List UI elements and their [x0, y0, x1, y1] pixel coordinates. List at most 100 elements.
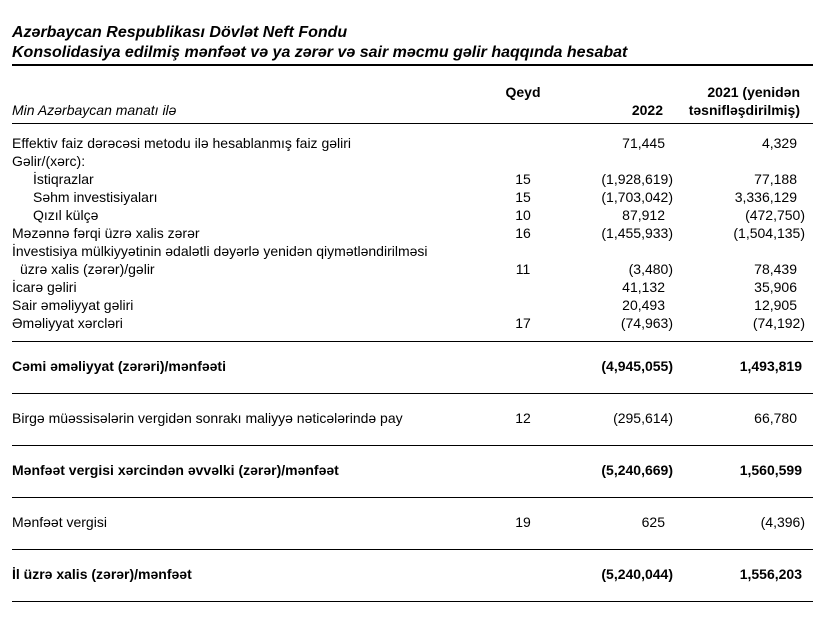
column-header-2021-line1: 2021 (yenidən — [707, 84, 800, 100]
header-divider-line — [12, 123, 813, 124]
table-row: Effektiv faiz dərəcəsi metodu ilə hesabl… — [12, 134, 813, 152]
row-label-line1: Cəmi əməliyyat (zərəri)/mənfəəti — [12, 358, 226, 374]
table-row: İstiqrazlar 15 (1,928,619) 77,188 — [12, 170, 813, 188]
document-title-line1: Azərbaycan Respublikası Dövlət Neft Fond… — [12, 24, 348, 41]
row-value-2022: (1,703,042) — [601, 189, 673, 205]
row-value-2022: (1,928,619) — [601, 171, 673, 187]
row-label-line1: İl üzrə xalis (zərər)/mənfəət — [12, 566, 192, 582]
table-row: Gəlir/(xərc): — [12, 152, 813, 170]
table-row: Səhm investisiyaları 15 (1,703,042) 3,336,1… — [12, 188, 813, 206]
row-label-line1: Gəlir/(xərc): — [12, 153, 86, 169]
row-label: Əməliyyat xərcləri — [12, 314, 503, 332]
document-title-line2: Konsolidasiya edilmiş mənfəət və ya zərə… — [12, 44, 628, 61]
row-value-2022: (4,945,055) — [601, 358, 673, 374]
column-header-2021: 2021 (yenidən təsnifləşdirilmiş) — [673, 83, 813, 119]
row-note: 10 — [515, 207, 531, 223]
row-label-line1: Sair əməliyyat gəliri — [12, 297, 134, 313]
table-row: İcarə gəliri 41,132 35,906 — [12, 278, 813, 296]
row-value-2021: 3,336,129 — [734, 189, 797, 205]
row-note: 17 — [515, 315, 531, 331]
row-label: Effektiv faiz dərəcəsi metodu ilə hesabl… — [12, 134, 503, 152]
row-label: Səhm investisiyaları — [12, 188, 503, 206]
row-value-2021: (1,504,135) — [733, 225, 805, 241]
table-row: Sair əməliyyat gəliri 20,493 12,905 — [12, 296, 813, 314]
row-label: Birgə müəssisələrin vergidən sonrakı mal… — [12, 409, 503, 427]
table-row: Mənfəət vergisi 19 625 (4,396) — [12, 498, 813, 549]
table-row: İnvestisiya mülkiyyətinin ədalətli dəyər… — [12, 242, 813, 278]
row-value-2022: 71,445 — [622, 135, 665, 151]
table-row: Qızıl külçə 10 87,912 (472,750) — [12, 206, 813, 224]
row-value-2022: (5,240,669) — [601, 462, 673, 478]
row-note — [503, 278, 543, 296]
divider-line — [12, 497, 813, 498]
row-label-line1: Effektiv faiz dərəcəsi metodu ilə hesabl… — [12, 135, 352, 151]
row-note: 16 — [515, 225, 531, 241]
row-value-2021: (74,192) — [752, 315, 805, 331]
row-note — [503, 296, 543, 314]
row-value-2021: 35,906 — [754, 279, 797, 295]
row-value-2021: 1,493,819 — [739, 358, 802, 374]
row-value-2021 — [673, 152, 813, 170]
row-label-line1: Qızıl külçə — [33, 207, 99, 223]
row-label-line1: Məzənnə fərqi üzrə xalis zərər — [12, 225, 200, 241]
column-header-unit: Min Azərbaycan manatı ilə — [12, 102, 177, 118]
table-row: Əməliyyat xərcləri 17 (74,963) (74,192) — [12, 314, 813, 332]
row-value-2022: (1,455,933) — [601, 225, 673, 241]
row-label: Gəlir/(xərc): — [12, 152, 503, 170]
row-label: İcarə gəliri — [12, 278, 503, 296]
column-header-note: Qeyd — [505, 84, 541, 100]
row-value-2021: 1,556,203 — [739, 566, 802, 582]
row-label: İl üzrə xalis (zərər)/mənfəət — [12, 565, 503, 583]
row-value-2021: 1,560,599 — [739, 462, 802, 478]
row-value-2021: (472,750) — [745, 207, 805, 223]
title-divider-line — [12, 64, 813, 66]
row-label-line1: İnvestisiya mülkiyyətinin ədalətli dəyər… — [12, 243, 428, 259]
table-row: İl üzrə xalis (zərər)/mənfəət (5,240,044)… — [12, 550, 813, 601]
row-label: Mənfəət vergisi xərcindən əvvəlki (zərər… — [12, 461, 503, 479]
row-note — [503, 357, 543, 375]
row-note: 12 — [515, 410, 531, 426]
row-value-2021: 66,780 — [754, 410, 797, 426]
statement-content: Azərbaycan Respublikası Dövlət Neft Fond… — [12, 0, 813, 602]
row-label: Sair əməliyyat gəliri — [12, 296, 503, 314]
row-value-2022: 20,493 — [622, 297, 665, 313]
row-note: 15 — [515, 189, 531, 205]
table-row: Birgə müəssisələrin vergidən sonrakı mal… — [12, 394, 813, 445]
row-label: Mənfəət vergisi — [12, 513, 503, 531]
table-row: Mənfəət vergisi xərcindən əvvəlki (zərər… — [12, 446, 813, 497]
row-value-2021: 4,329 — [761, 135, 797, 151]
table-header-row: Min Azərbaycan manatı ilə Qeyd 2022 2021… — [12, 66, 813, 123]
row-note: 15 — [515, 171, 531, 187]
row-value-2021: 77,188 — [754, 171, 797, 187]
row-value-2022 — [543, 152, 673, 170]
row-value-2022: (5,240,044) — [601, 566, 673, 582]
row-note: 11 — [515, 261, 531, 277]
row-label: Qızıl külçə — [12, 206, 503, 224]
row-label: Cəmi əməliyyat (zərəri)/mənfəəti — [12, 357, 503, 375]
row-label-line1: Mənfəət vergisi xərcindən əvvəlki (zərər… — [12, 462, 339, 478]
divider-line — [12, 601, 813, 602]
column-header-2021-line2: təsnifləşdirilmiş) — [688, 102, 800, 118]
row-value-2022: (74,963) — [620, 315, 673, 331]
row-value-2022: (3,480) — [628, 261, 673, 277]
row-note — [503, 565, 543, 583]
row-value-2021: 12,905 — [754, 297, 797, 313]
row-note — [503, 152, 543, 170]
row-label: Məzənnə fərqi üzrə xalis zərər — [12, 224, 503, 242]
document-title: Azərbaycan Respublikası Dövlət Neft Fond… — [12, 23, 813, 63]
row-note — [503, 461, 543, 479]
row-label-line1: İcarə gəliri — [12, 279, 77, 295]
divider-line — [12, 445, 813, 446]
row-label-line1: Mənfəət vergisi — [12, 514, 107, 530]
divider-line — [12, 341, 813, 342]
row-label-line1: İstiqrazlar — [33, 171, 94, 187]
row-value-2022: 87,912 — [622, 207, 665, 223]
row-note: 19 — [515, 514, 531, 530]
row-label: İstiqrazlar — [12, 170, 503, 188]
table-body: Effektiv faiz dərəcəsi metodu ilə hesabl… — [12, 124, 813, 602]
table-row: Məzənnə fərqi üzrə xalis zərər 16 (1,455,9… — [12, 224, 813, 242]
column-header-2022: 2022 — [631, 102, 663, 118]
divider-line — [12, 393, 813, 394]
row-value-2021: (4,396) — [760, 514, 805, 530]
